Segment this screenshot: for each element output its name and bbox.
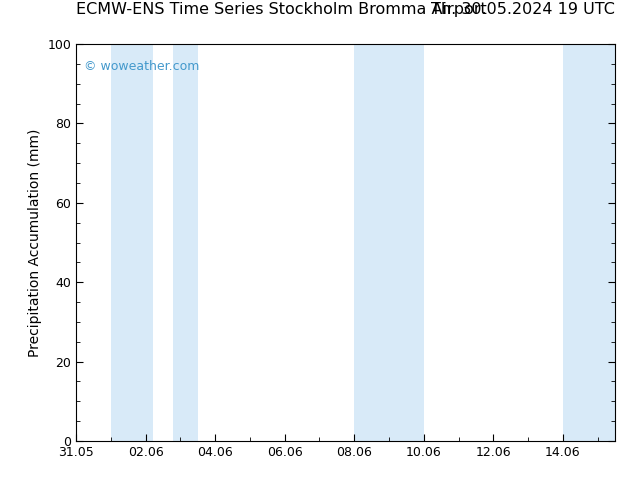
Y-axis label: Precipitation Accumulation (mm): Precipitation Accumulation (mm) [28,128,42,357]
Bar [563,44,615,441]
Text: Th. 30.05.2024 19 UTC: Th. 30.05.2024 19 UTC [431,2,615,17]
Bar [354,44,424,441]
Bar [111,44,153,441]
Text: ECMW-ENS Time Series Stockholm Bromma Airport: ECMW-ENS Time Series Stockholm Bromma Ai… [76,2,487,17]
Bar [174,44,198,441]
Text: © woweather.com: © woweather.com [84,60,200,73]
